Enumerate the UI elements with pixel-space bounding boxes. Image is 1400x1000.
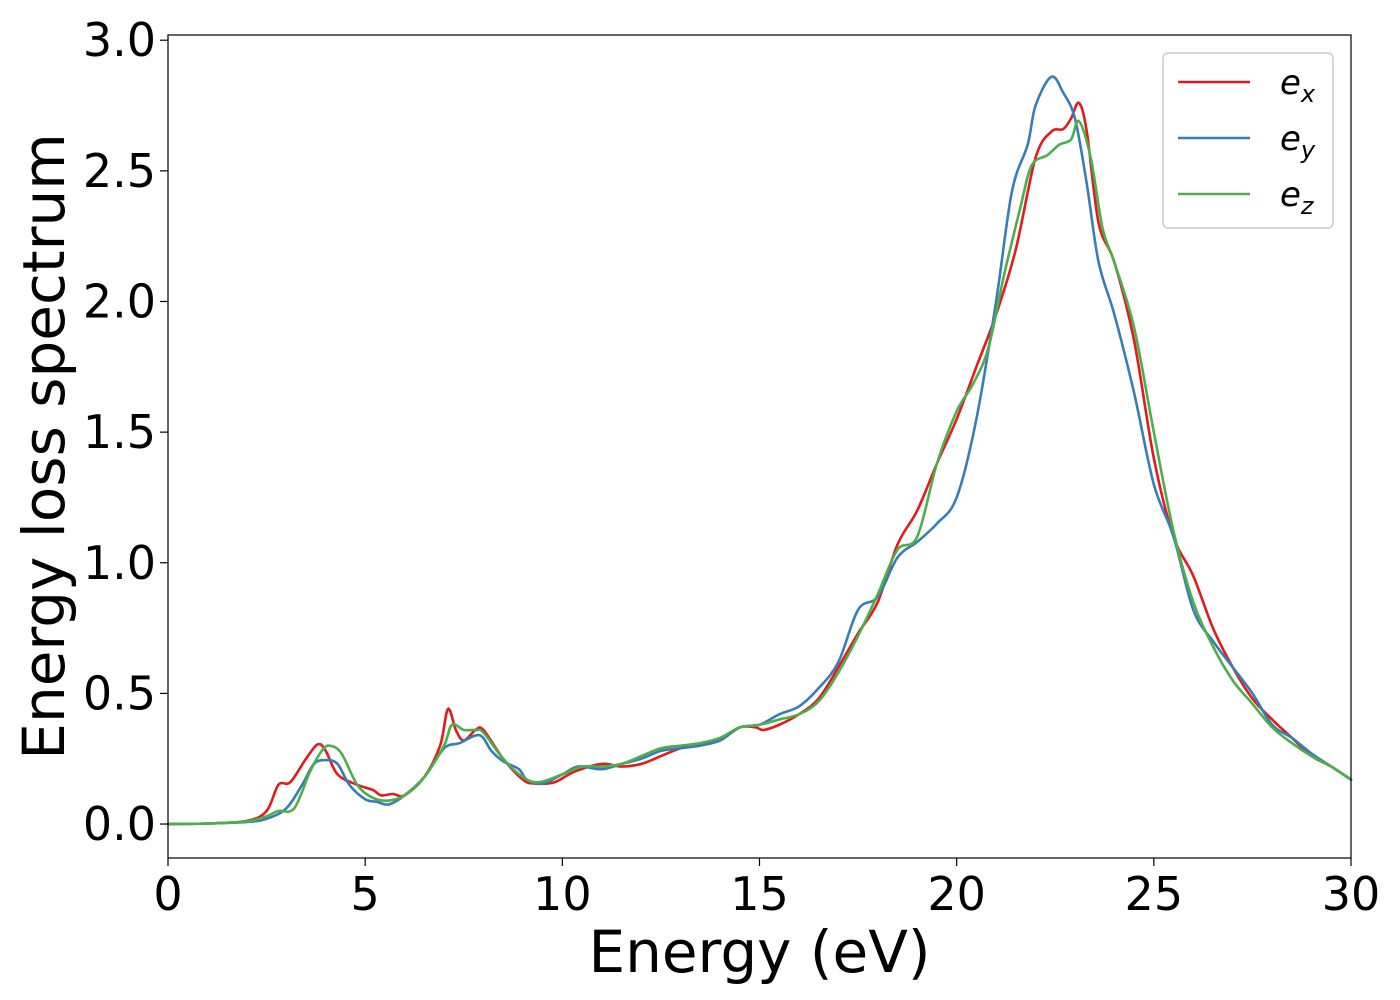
- y-axis-ticks: 0.0 0.5 1.0 1.5 2.0 2.5 3.0: [83, 13, 168, 851]
- series-layer: [166, 75, 1353, 826]
- y-tick-label: 0.5: [83, 666, 156, 720]
- y-tick-label: 0.0: [83, 797, 156, 851]
- y-tick-label: 1.0: [83, 536, 156, 590]
- legend-label-e-x: ex: [1280, 63, 1316, 108]
- y-axis-label: Energy loss spectrum: [10, 133, 78, 759]
- legend-label-e-z: ez: [1280, 175, 1315, 220]
- series-line-e-z: [166, 119, 1353, 826]
- series-line-e-x: [166, 101, 1353, 826]
- legend: ex ey ez: [1162, 52, 1334, 229]
- x-tick-label: 20: [927, 867, 986, 921]
- y-tick-label: 3.0: [83, 13, 156, 67]
- plot-background: [168, 35, 1351, 858]
- series-line-e-y: [166, 75, 1353, 826]
- x-tick-label: 10: [533, 867, 592, 921]
- x-axis-ticks: 0 5 10 15 20 25 30: [153, 858, 1380, 921]
- y-tick-label: 2.5: [83, 144, 156, 198]
- x-tick-label: 5: [351, 867, 380, 921]
- legend-items: ex ey ez: [1178, 63, 1316, 220]
- y-tick-label: 2.0: [83, 274, 156, 328]
- legend-box: [1162, 52, 1334, 229]
- x-tick-label: 0: [153, 867, 182, 921]
- y-tick-label: 1.5: [83, 405, 156, 459]
- x-axis-label: Energy (eV): [588, 918, 930, 986]
- x-tick-label: 25: [1125, 867, 1184, 921]
- x-tick-label: 30: [1322, 867, 1381, 921]
- legend-label-e-y: ey: [1280, 119, 1316, 164]
- x-tick-label: 15: [730, 867, 789, 921]
